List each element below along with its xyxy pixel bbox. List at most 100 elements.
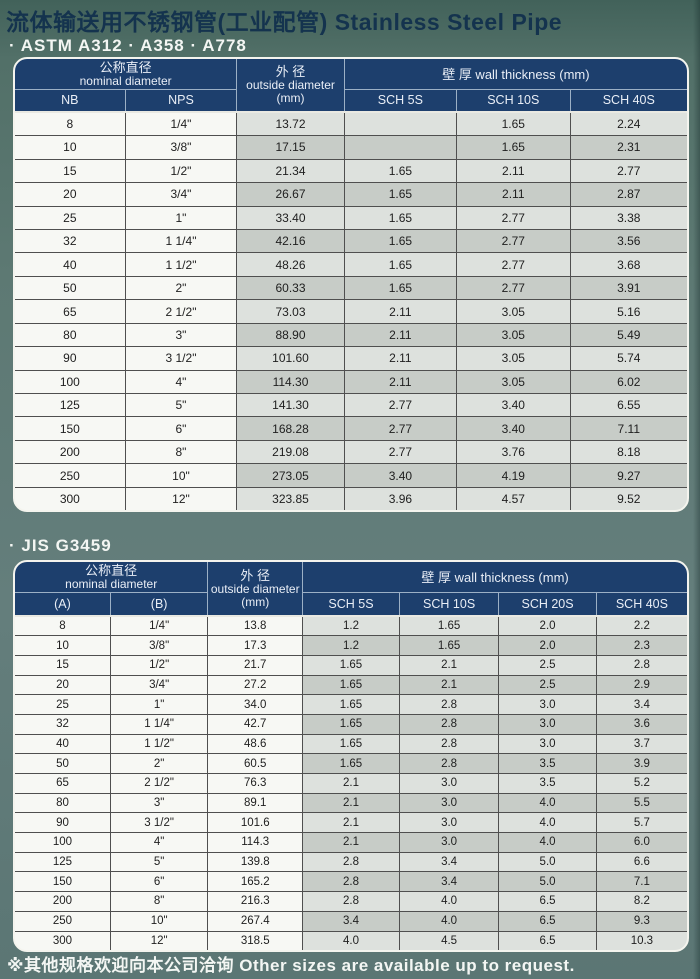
table-cell: 4" xyxy=(109,832,209,853)
table-cell: 100 xyxy=(15,369,126,395)
table-cell: 88.90 xyxy=(236,322,345,348)
table-cell: 3.4 xyxy=(302,910,400,932)
table-cell: 1.2 xyxy=(302,614,400,637)
table-cell: 90 xyxy=(15,346,126,371)
table-cell: 267.4 xyxy=(207,910,304,932)
nominal-diameter-header: 公称直径 nominal diameter xyxy=(15,59,238,90)
table-cell: 1.65 xyxy=(343,158,457,184)
table-cell: 3 1/2" xyxy=(124,346,238,371)
table-cell: 9.52 xyxy=(569,486,687,510)
table-row: 40 1 1/2" 48.6 1.65 2.8 3.0 3.7 xyxy=(15,733,687,755)
table-cell: 4" xyxy=(124,369,238,395)
table-cell: 3.76 xyxy=(455,439,571,465)
table-cell: 6" xyxy=(124,416,238,441)
table-body: 8 1/4" 13.8 1.2 1.65 2.0 2.2 10 3/8" 17.3 1.2 1.65 2… xyxy=(15,614,687,950)
table-cell: 1.65 xyxy=(302,753,400,775)
table-cell: 219.08 xyxy=(236,439,345,465)
standards-label-jis: · JIS G3459 xyxy=(9,536,112,555)
table-cell: 4.0 xyxy=(498,792,597,814)
table-row: 100 4" 114.30 2.11 3.05 6.02 xyxy=(15,369,687,395)
table-cell: 2.9 xyxy=(595,674,687,696)
table-cell: 3.40 xyxy=(455,393,571,418)
table-cell: 8 xyxy=(15,110,126,137)
table-cell: 1.65 xyxy=(302,674,400,696)
table-cell: 6.02 xyxy=(569,369,687,395)
table-cell: 10" xyxy=(109,910,209,932)
table-row: 50 2" 60.33 1.65 2.77 3.91 xyxy=(15,275,687,301)
table-row: 250 10" 267.4 3.4 4.0 6.5 9.3 xyxy=(15,910,687,932)
table-cell: 2.8 xyxy=(302,891,400,912)
table-cell: 1.65 xyxy=(302,694,400,716)
table-row: 150 6" 165.2 2.8 3.4 5.0 7.1 xyxy=(15,871,687,893)
table-cell: 15 xyxy=(15,655,111,676)
table-cell: 3 1/2" xyxy=(109,812,209,834)
table-cell: 80 xyxy=(15,322,126,348)
table-cell: 318.5 xyxy=(207,930,304,950)
table-cell: 1.65 xyxy=(343,275,457,301)
wall-thickness-header: 壁 厚 wall thickness (mm) xyxy=(302,562,687,593)
table-cell: 1.65 xyxy=(343,182,457,207)
table-cell: 1.2 xyxy=(302,635,400,657)
table-cell: 2.11 xyxy=(455,182,571,207)
table-cell: 4.19 xyxy=(455,463,571,488)
table-cell: 3.05 xyxy=(455,322,571,348)
table-cell: 3" xyxy=(109,792,209,814)
table-cell: 3.0 xyxy=(398,792,500,814)
table-cell: 8" xyxy=(124,439,238,465)
col-header-sch40s: SCH 40S xyxy=(569,89,687,112)
table-row: 200 8" 216.3 2.8 4.0 6.5 8.2 xyxy=(15,891,687,912)
col-header-sch20s: SCH 20S xyxy=(498,592,597,616)
table-cell: 6.5 xyxy=(498,930,597,950)
table-cell: 4.5 xyxy=(398,930,500,950)
table-cell: 3.5 xyxy=(498,773,597,794)
table-cell: 10.3 xyxy=(595,930,687,950)
table-cell: 3.0 xyxy=(498,694,597,716)
table-cell: 3.05 xyxy=(455,299,571,324)
nominal-diameter-en: nominal diameter xyxy=(79,74,172,88)
col-header-sch10s: SCH 10S xyxy=(398,592,500,616)
table-cell: 5.0 xyxy=(498,871,597,893)
table-cell: 5.49 xyxy=(569,322,687,348)
table-cell: 2.5 xyxy=(498,674,597,696)
table-cell: 2.8 xyxy=(302,871,400,893)
col-header-a: (A) xyxy=(15,592,111,616)
table-row: 80 3" 88.90 2.11 3.05 5.49 xyxy=(15,322,687,348)
table-cell: 5.5 xyxy=(595,792,687,814)
table-cell: 65 xyxy=(15,773,111,794)
table-cell: 150 xyxy=(15,416,126,441)
col-header-nb: NB xyxy=(15,89,126,112)
table-cell: 32 xyxy=(15,714,111,735)
table-cell: 60.5 xyxy=(207,753,304,775)
table-cell: 8.2 xyxy=(595,891,687,912)
table-cell: 2.8 xyxy=(595,655,687,676)
table-cell: 3.40 xyxy=(455,416,571,441)
table-cell: 5.7 xyxy=(595,812,687,834)
table-cell: 5.74 xyxy=(569,346,687,371)
table-cell: 27.2 xyxy=(207,674,304,696)
col-header-nps: NPS xyxy=(124,89,238,112)
table-row: 65 2 1/2" 76.3 2.1 3.0 3.5 5.2 xyxy=(15,773,687,794)
table-cell: 3.68 xyxy=(569,252,687,277)
table-cell: 10 xyxy=(15,635,111,657)
table-cell: 1/2" xyxy=(109,655,209,676)
table-cell: 3.4 xyxy=(595,694,687,716)
table-cell: 3" xyxy=(124,322,238,348)
table-cell: 2" xyxy=(109,753,209,775)
table-cell: 2.77 xyxy=(343,439,457,465)
table-cell: 6" xyxy=(109,871,209,893)
table-cell: 7.11 xyxy=(569,416,687,441)
table-cell: 200 xyxy=(15,891,111,912)
table-cell: 25 xyxy=(15,205,126,230)
table-row: 90 3 1/2" 101.6 2.1 3.0 4.0 5.7 xyxy=(15,812,687,834)
table-cell: 2.1 xyxy=(302,832,400,853)
scan-edge-shadow xyxy=(693,0,700,979)
table-cell: 12" xyxy=(109,930,209,950)
table-cell: 2.5 xyxy=(498,655,597,676)
col-header-sch5s: SCH 5S xyxy=(343,89,457,112)
table-cell: 4.0 xyxy=(498,832,597,853)
table-cell: 216.3 xyxy=(207,891,304,912)
table-cell: 5" xyxy=(124,393,238,418)
table-cell: 3.96 xyxy=(343,486,457,510)
table-cell: 2.8 xyxy=(398,753,500,775)
table-row: 25 1" 33.40 1.65 2.77 3.38 xyxy=(15,205,687,230)
